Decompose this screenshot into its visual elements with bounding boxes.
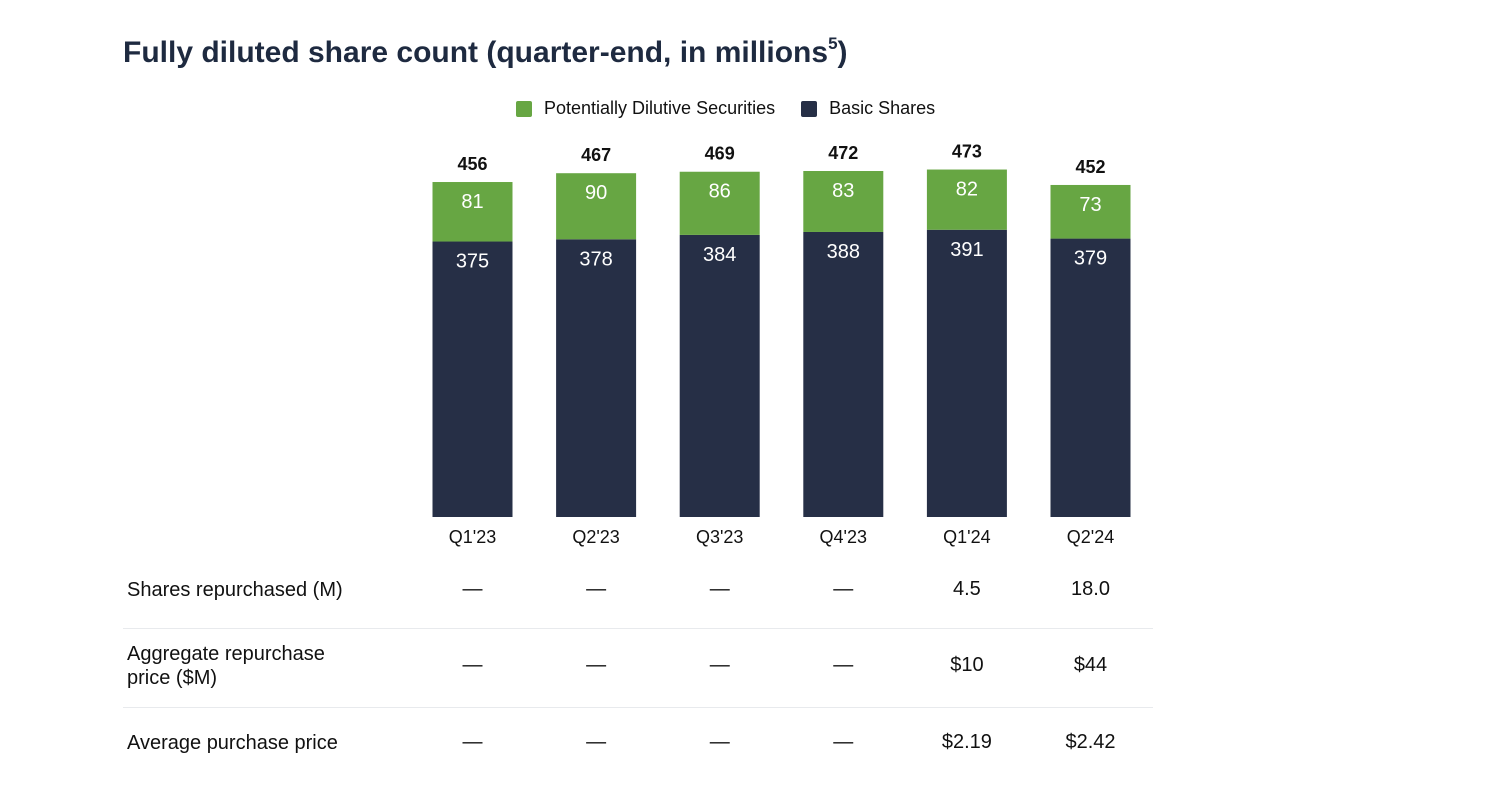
table-cell: — (833, 731, 854, 753)
table-row: Aggregate repurchase price ($M) — — — — $10 $4… (123, 629, 1153, 708)
bar-dilutive-securities (803, 171, 884, 232)
table-cell: — (709, 731, 730, 753)
table-cell: — (586, 731, 607, 753)
table-cell: $10 (950, 654, 984, 676)
legend-swatch-basic (801, 100, 818, 117)
data-label-basic: 391 (950, 239, 983, 261)
table-row: Average purchase price — — — — $2.19 $2.42 (123, 708, 1153, 778)
table-cell: — (586, 654, 607, 676)
title-close-paren: ) (837, 36, 848, 69)
data-label-dilutive: 83 (832, 180, 854, 202)
data-label-total: 467 (581, 145, 611, 165)
table-cell: — (462, 654, 483, 676)
stacked-bar-chart: 375 81 456 Q1'23 378 90 467 Q2'23 384 86 469 Q3'23 3… (432, 142, 1131, 547)
x-tick-label: Q2'24 (1067, 527, 1114, 547)
data-label-total: 452 (1075, 157, 1105, 177)
legend-item-dilutive: Potentially Dilutive Securities (516, 98, 775, 119)
legend-label-basic: Basic Shares (829, 98, 936, 118)
bar-basic-shares (556, 239, 637, 517)
bar-basic-shares (803, 231, 884, 517)
bar-basic-shares (1050, 238, 1131, 517)
data-label-basic: 388 (827, 241, 860, 263)
data-label-basic: 375 (456, 251, 489, 273)
table-cell: $2.19 (941, 731, 992, 753)
data-label-total: 472 (828, 143, 858, 163)
table-cell: — (462, 731, 483, 753)
x-tick-label: Q1'23 (449, 527, 496, 547)
data-label-dilutive: 86 (709, 181, 731, 203)
x-tick-label: Q1'24 (943, 527, 990, 547)
x-tick-label: Q4'23 (820, 527, 867, 547)
legend-label-dilutive: Potentially Dilutive Securities (544, 98, 776, 118)
bar-dilutive-securities (679, 171, 760, 235)
bar-dilutive-securities (1050, 184, 1131, 239)
x-tick-label: Q3'23 (696, 527, 743, 547)
bar-basic-shares (432, 241, 513, 517)
table-cell: $2.42 (1065, 731, 1116, 753)
table-cell: — (833, 578, 854, 600)
data-label-total: 469 (705, 144, 735, 164)
repurchase-table: Shares repurchased (M) — — — — 4.5 18.0 Aggrega… (123, 555, 1153, 778)
bar-dilutive-securities (556, 173, 637, 240)
table-cell: — (462, 578, 483, 600)
data-label-dilutive: 90 (585, 182, 607, 204)
table-cell: $44 (1073, 654, 1108, 676)
table-cell: — (586, 578, 607, 600)
chart-title-text: Fully diluted share count (quarter-end, … (123, 36, 829, 69)
data-label-basic: 384 (703, 244, 736, 266)
table-cell: 4.5 (952, 578, 981, 600)
chart-title: Fully diluted share count (quarter-end, … (123, 34, 848, 70)
data-label-basic: 379 (1074, 248, 1107, 270)
chart-legend: Potentially Dilutive Securities Basic Sh… (516, 98, 961, 119)
data-label-dilutive: 73 (1079, 194, 1101, 216)
table-row: Shares repurchased (M) — — — — 4.5 18.0 (123, 555, 1153, 629)
data-label-basic: 378 (579, 248, 612, 270)
legend-swatch-dilutive (516, 100, 532, 117)
bar-basic-shares (679, 234, 760, 517)
legend-item-basic: Basic Shares (801, 98, 935, 119)
table-row-label: Aggregate repurchase price ($M) (127, 643, 325, 689)
table-cell: — (709, 654, 730, 676)
data-label-total: 473 (952, 142, 982, 162)
bar-basic-shares (926, 229, 1007, 517)
data-label-dilutive: 82 (956, 179, 978, 201)
table-row-label: Average purchase price (127, 732, 338, 754)
title-footnote: 5 (828, 34, 838, 53)
data-label-dilutive: 81 (461, 191, 483, 213)
x-tick-label: Q2'23 (572, 527, 619, 547)
bar-dilutive-securities (432, 182, 513, 242)
bar-dilutive-securities (926, 169, 1007, 230)
table-cell: — (833, 654, 854, 676)
table-cell: 18.0 (1071, 578, 1110, 600)
table-row-label: Shares repurchased (M) (127, 579, 343, 601)
data-label-total: 456 (457, 154, 487, 174)
table-cell: — (709, 578, 730, 600)
